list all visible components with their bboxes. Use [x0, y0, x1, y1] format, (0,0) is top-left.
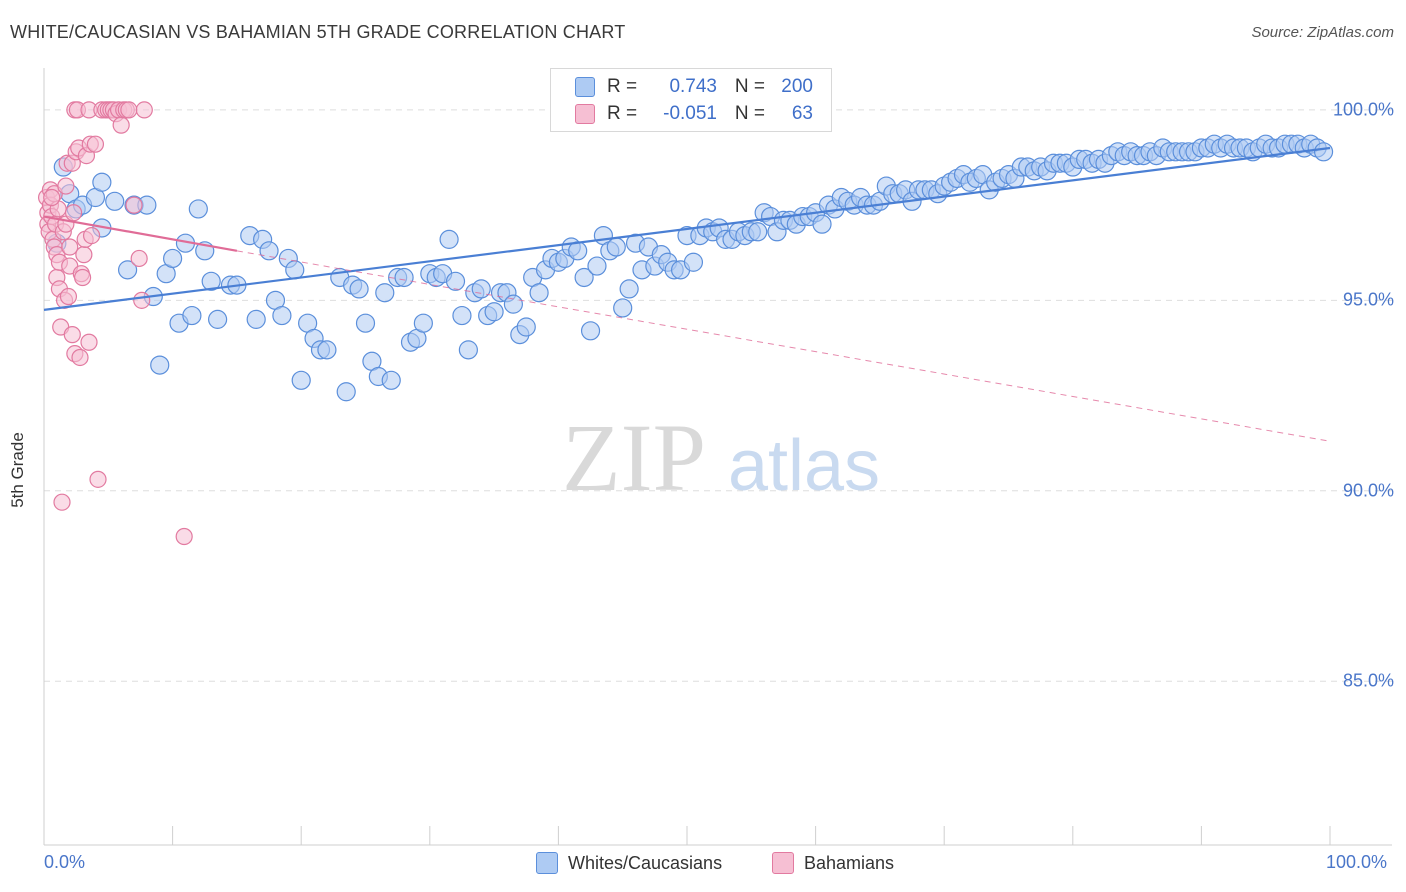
bottom-legend-bahamians: Bahamians: [772, 852, 894, 874]
trendline-whites: [43, 146, 1331, 311]
legend-n-label: N =: [734, 103, 765, 124]
point-bahamians-53: [112, 116, 130, 134]
trendline-bahamians: [43, 215, 238, 252]
y-tick-label-3: 85.0%: [1342, 670, 1394, 691]
point-bahamians-17: [53, 493, 71, 511]
point-whites-32: [285, 260, 305, 280]
legend-n-value-bahamians: 63: [791, 103, 813, 124]
point-bahamians-36: [73, 268, 92, 287]
point-whites-41: [349, 279, 369, 299]
point-whites-51: [413, 313, 433, 333]
point-bahamians-62: [43, 188, 61, 207]
point-whites-9: [117, 260, 138, 280]
legend-n-value-whites: 200: [781, 76, 813, 97]
chart-title: WHITE/CAUCASIAN VS BAHAMIAN 5TH GRADE CO…: [10, 22, 626, 42]
bottom-legend-swatch-whites: [536, 852, 558, 874]
point-bahamians-60: [135, 101, 153, 119]
point-bahamians-61: [175, 527, 193, 546]
point-bahamians-34: [71, 348, 89, 367]
point-whites-62: [484, 302, 504, 322]
point-whites-93: [683, 252, 704, 272]
point-whites-22: [208, 309, 228, 329]
point-whites-55: [439, 229, 459, 249]
point-whites-69: [529, 283, 549, 303]
point-whites-18: [182, 305, 202, 326]
point-whites-7: [92, 172, 112, 192]
legend-r-label: R =: [607, 103, 638, 124]
point-whites-46: [381, 370, 401, 390]
point-whites-67: [516, 317, 536, 337]
point-whites-56: [445, 271, 466, 291]
legend-n-label: N =: [734, 76, 765, 97]
point-whites-83: [619, 279, 639, 299]
point-whites-77: [580, 321, 601, 341]
point-whites-191: [1313, 142, 1334, 162]
point-bahamians-40: [80, 333, 98, 351]
point-whites-82: [613, 298, 633, 318]
legend-row-bahamians: R = -0.051 N = 63: [575, 102, 813, 126]
point-bahamians-56: [120, 101, 138, 119]
legend-r-value-bahamians: -0.051: [663, 103, 717, 124]
point-bahamians-59: [133, 291, 151, 309]
trendline-bahamians-extension: [236, 250, 1331, 442]
point-whites-103: [748, 222, 768, 242]
point-whites-57: [452, 305, 472, 326]
point-whites-30: [272, 305, 292, 326]
point-whites-76: [574, 267, 594, 288]
correlation-legend: R = 0.743 N = 200 R = -0.051 N = 63: [550, 68, 832, 132]
point-whites-37: [317, 340, 337, 360]
point-whites-58: [458, 340, 478, 360]
point-bahamians-45: [89, 470, 107, 488]
y-tick-label-1: 95.0%: [1342, 289, 1394, 310]
point-whites-65: [503, 294, 523, 314]
point-whites-42: [355, 313, 376, 333]
point-whites-8: [105, 191, 125, 211]
point-whites-60: [471, 279, 491, 299]
point-bahamians-37: [75, 246, 93, 264]
bottom-legend-label-whites: Whites/Caucasians: [568, 852, 723, 873]
point-whites-113: [812, 214, 832, 234]
watermark-atlas: atlas: [728, 426, 880, 506]
point-bahamians-27: [63, 326, 81, 344]
point-whites-15: [163, 248, 183, 269]
bottom-legend-label-bahamians: Bahamians: [804, 852, 895, 873]
point-whites-19: [188, 199, 208, 219]
point-bahamians-57: [125, 196, 143, 214]
point-bahamians-58: [130, 249, 148, 268]
watermark-zip: ZIP: [562, 404, 706, 511]
x-tick-label-left: 0.0%: [44, 852, 86, 872]
point-bahamians-23: [59, 287, 78, 306]
point-whites-13: [150, 355, 170, 375]
point-whites-26: [246, 309, 266, 329]
point-whites-28: [259, 241, 279, 261]
point-whites-21: [201, 271, 221, 291]
point-bahamians-24: [61, 238, 79, 256]
point-whites-81: [606, 237, 626, 257]
point-whites-39: [336, 382, 356, 402]
point-bahamians-43: [82, 226, 101, 245]
point-whites-45: [375, 283, 395, 303]
y-tick-label-2: 90.0%: [1342, 480, 1394, 501]
point-whites-48: [394, 267, 414, 288]
legend-swatch-bahamians: [575, 104, 595, 124]
y-tick-label-0: 100.0%: [1332, 99, 1394, 120]
point-whites-78: [587, 256, 607, 276]
legend-row-whites: R = 0.743 N = 200: [575, 75, 813, 99]
x-tick-label-right: 100.0%: [1326, 852, 1388, 872]
source-label: Source: ZipAtlas.com: [1251, 24, 1394, 41]
legend-r-label: R =: [607, 76, 638, 97]
point-whites-33: [291, 370, 311, 390]
point-bahamians-20: [57, 177, 75, 195]
bottom-legend-swatch-bahamians: [772, 852, 794, 874]
point-bahamians-44: [86, 135, 105, 153]
bottom-legend-whites: Whites/Caucasians: [536, 852, 722, 874]
legend-r-value-whites: 0.743: [669, 76, 717, 97]
point-bahamians-28: [64, 204, 83, 222]
legend-swatch-whites: [575, 77, 595, 97]
